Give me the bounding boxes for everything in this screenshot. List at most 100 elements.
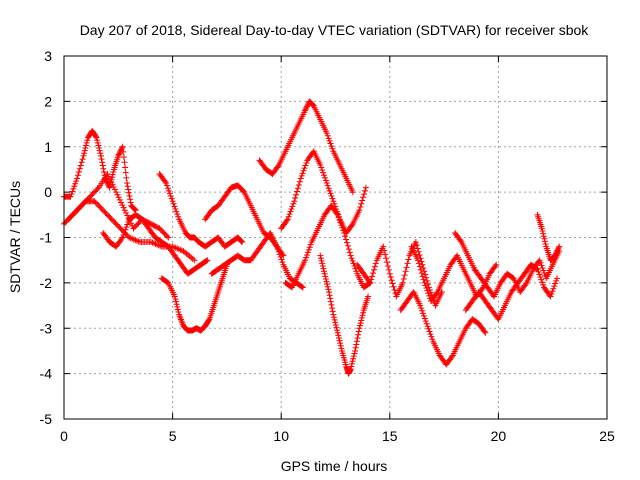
data-point	[422, 318, 429, 325]
data-point	[414, 245, 421, 252]
y-tick-label: -3	[40, 320, 53, 336]
data-point	[534, 266, 541, 273]
data-point	[278, 256, 285, 263]
data-point	[553, 250, 560, 257]
data-point	[360, 309, 367, 316]
data-point	[237, 237, 244, 244]
series-track-q	[462, 261, 561, 323]
data-point	[401, 272, 408, 279]
data-point	[321, 270, 328, 277]
data-point	[191, 257, 198, 264]
data-point	[336, 216, 343, 223]
data-point	[554, 246, 561, 253]
data-point	[324, 281, 331, 288]
data-point	[322, 177, 329, 184]
data-point	[174, 306, 181, 313]
data-point	[72, 180, 79, 187]
data-point	[418, 270, 425, 277]
data-point	[554, 275, 561, 282]
chart-title: Day 207 of 2018, Sidereal Day-to-day VTE…	[80, 22, 590, 38]
data-point	[95, 142, 102, 149]
data-point	[302, 257, 309, 264]
data-point	[303, 254, 310, 261]
data-point	[334, 329, 341, 336]
data-point	[359, 197, 366, 204]
data-point	[295, 181, 302, 188]
data-point	[337, 342, 344, 349]
data-point	[319, 263, 326, 270]
data-point	[361, 187, 368, 194]
x-tick-label: 25	[599, 428, 615, 444]
data-point	[238, 238, 245, 245]
y-tick-label: -2	[40, 275, 53, 291]
data-point	[329, 195, 336, 202]
data-point	[350, 355, 357, 362]
data-point	[325, 288, 332, 295]
data-point	[84, 137, 91, 144]
data-point	[330, 198, 337, 205]
data-point	[356, 325, 363, 332]
data-point	[175, 213, 182, 220]
data-point	[554, 247, 561, 254]
data-point	[553, 248, 560, 255]
data-point	[81, 150, 88, 157]
data-point	[413, 242, 420, 249]
data-point	[124, 221, 131, 228]
data-point	[285, 213, 292, 220]
data-point	[173, 301, 180, 308]
data-point	[99, 162, 106, 169]
data-point	[428, 333, 435, 340]
data-point	[479, 285, 486, 292]
y-tick-label: 2	[44, 93, 52, 109]
y-tick-label: -4	[40, 366, 53, 382]
data-point	[342, 233, 349, 240]
data-point	[302, 107, 309, 114]
data-point	[348, 360, 355, 367]
data-point	[357, 204, 364, 211]
data-point	[335, 332, 342, 339]
data-point	[70, 185, 77, 192]
data-point	[325, 135, 332, 142]
data-point	[162, 178, 169, 185]
data-point	[127, 196, 134, 203]
data-point	[367, 279, 374, 286]
data-point	[349, 358, 356, 365]
data-point	[106, 184, 113, 191]
data-point	[71, 183, 78, 190]
data-point	[326, 137, 333, 144]
data-point	[538, 262, 545, 269]
data-point	[391, 287, 398, 294]
data-point	[303, 103, 310, 110]
data-point	[327, 295, 334, 302]
data-point	[114, 191, 121, 198]
data-point	[100, 165, 107, 172]
data-point	[382, 251, 389, 258]
data-point	[349, 257, 356, 264]
data-point	[99, 159, 106, 166]
data-point	[165, 234, 172, 241]
data-point	[423, 320, 430, 327]
data-point	[358, 314, 365, 321]
data-point	[125, 189, 132, 196]
data-point	[338, 222, 345, 229]
data-point	[83, 139, 90, 146]
data-point	[118, 199, 125, 206]
data-points	[61, 98, 563, 377]
series-track-a	[61, 127, 139, 214]
data-point	[275, 248, 282, 255]
data-point	[349, 189, 356, 196]
data-point	[290, 200, 297, 207]
data-point	[334, 327, 341, 334]
data-point	[405, 256, 412, 263]
data-point	[329, 308, 336, 315]
data-point	[116, 150, 123, 157]
data-point	[124, 183, 131, 190]
data-point	[429, 336, 436, 343]
data-point	[556, 243, 563, 250]
data-point	[416, 263, 423, 270]
data-point	[416, 252, 423, 259]
data-point	[280, 252, 287, 259]
data-point	[289, 203, 296, 210]
data-point	[298, 172, 305, 179]
data-point	[417, 266, 424, 273]
